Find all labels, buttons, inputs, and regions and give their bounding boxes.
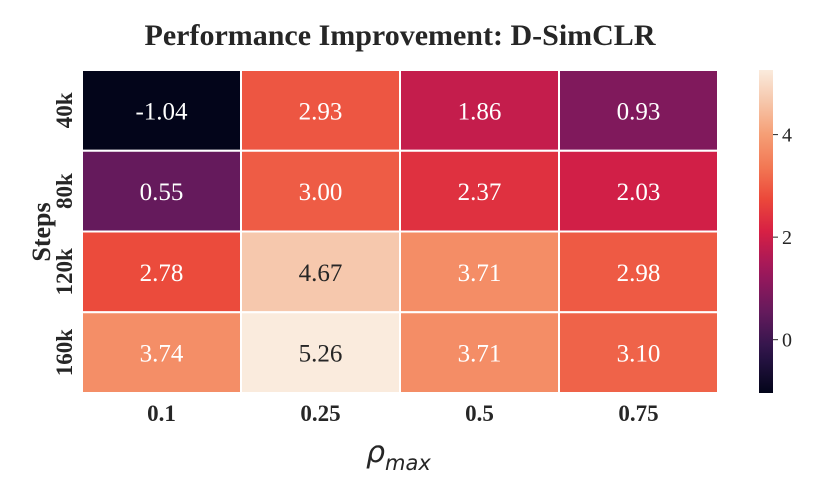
heatmap-cell-label: 4.67 xyxy=(299,260,343,287)
heatmap-cell-label: 2.37 xyxy=(458,179,502,206)
x-axis-label-rho: ρ xyxy=(366,435,385,470)
colorbar-tick-label: 2 xyxy=(782,227,792,249)
heatmap-cell-label: 0.93 xyxy=(617,98,661,125)
heatmap-cell-label: 3.74 xyxy=(140,341,184,368)
heatmap-cell-label: 0.55 xyxy=(140,179,184,206)
heatmap-cell xyxy=(240,311,401,394)
colorbar-tick-label: 0 xyxy=(782,330,792,352)
heatmap-cell-label: 5.26 xyxy=(299,341,343,368)
heatmap-cell-label: 2.98 xyxy=(617,260,661,287)
x-tick-label: 0.75 xyxy=(618,401,658,426)
x-tick-label: 0.5 xyxy=(465,401,494,426)
heatmap-cell-label: 3.00 xyxy=(299,179,343,206)
heatmap-cell xyxy=(81,311,242,394)
heatmap-cell xyxy=(558,311,719,394)
heatmap-cell-label: 3.10 xyxy=(617,341,661,368)
heatmap-cell-label: -1.04 xyxy=(135,98,188,125)
y-axis-tick-labels: 40k 80k 120k 160k xyxy=(52,92,77,376)
heatmap-cell xyxy=(399,69,560,152)
heatmap-cell xyxy=(558,230,719,314)
heatmap-cell xyxy=(240,149,401,233)
chart-title: Performance Improvement: D-SimCLR xyxy=(145,19,656,52)
heatmap-cell xyxy=(558,69,719,152)
heatmap-cell xyxy=(240,69,401,152)
heatmap-cells xyxy=(81,69,719,394)
heatmap-cell-label: 2.93 xyxy=(299,98,343,125)
y-tick-label: 120k xyxy=(52,248,77,296)
heatmap-cell xyxy=(558,149,719,233)
heatmap-cell xyxy=(81,69,242,152)
colorbar-ticks: 0 2 4 xyxy=(773,125,792,352)
x-axis-tick-labels: 0.1 0.25 0.5 0.75 xyxy=(147,401,659,426)
y-tick-label: 80k xyxy=(52,173,77,209)
y-tick-label: 40k xyxy=(52,92,77,128)
heatmap-cell-label: 1.86 xyxy=(458,98,502,125)
heatmap-cell-label: 3.71 xyxy=(458,260,502,287)
colorbar-tick-label: 4 xyxy=(782,125,792,147)
y-axis-label: Steps xyxy=(27,202,56,261)
x-axis-label-subscript: max xyxy=(385,451,431,475)
heatmap-cell-label: 3.71 xyxy=(458,341,502,368)
x-tick-label: 0.25 xyxy=(300,401,340,426)
heatmap-cell-label: 2.78 xyxy=(140,260,184,287)
x-axis-label: ρmax xyxy=(366,435,431,475)
x-tick-label: 0.1 xyxy=(147,401,176,426)
colorbar xyxy=(759,70,773,393)
heatmap-cell-labels: -1.04 2.93 1.86 0.93 0.55 3.00 2.37 2.03 2.78 4.6… xyxy=(135,98,660,367)
heatmap-cell xyxy=(240,230,401,314)
heatmap-cell-label: 2.03 xyxy=(617,179,661,206)
y-tick-label: 160k xyxy=(52,329,77,377)
